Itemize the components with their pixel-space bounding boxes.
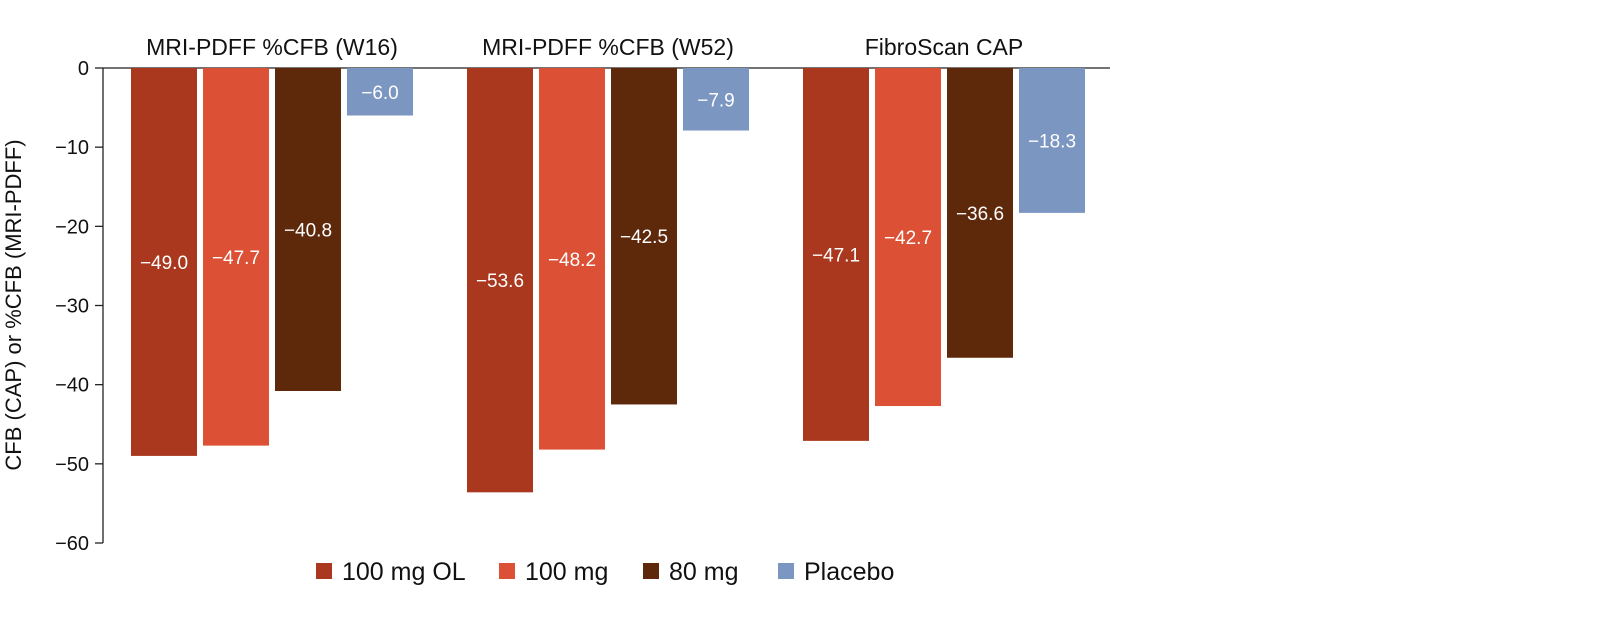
y-tick-label: −40 <box>55 375 89 397</box>
bar-100-mg <box>539 68 605 450</box>
category-title: MRI-PDFF %CFB (W52) <box>482 34 734 60</box>
y-tick-label: −60 <box>55 533 89 555</box>
bar-value-label: −40.8 <box>284 221 332 242</box>
legend-swatch-80-mg <box>643 563 659 579</box>
y-tick-label: 0 <box>78 58 89 80</box>
bar-100-mg-ol <box>467 68 533 493</box>
bar-value-label: −42.7 <box>884 228 932 249</box>
legend-label: Placebo <box>804 558 894 586</box>
legend-label: 100 mg <box>525 558 608 586</box>
bar-value-label: −42.5 <box>620 227 668 248</box>
legend-label: 100 mg OL <box>342 558 466 586</box>
bar-placebo <box>347 68 413 116</box>
bar-80-mg <box>611 68 677 405</box>
legend-swatch-100-mg-ol <box>316 563 332 579</box>
bar-100-mg-ol <box>131 68 197 456</box>
bar-100-mg <box>875 68 941 407</box>
bar-value-label: −47.1 <box>812 245 860 266</box>
bar-placebo <box>1019 68 1085 213</box>
y-tick-label: −50 <box>55 454 89 476</box>
bar-value-label: −47.7 <box>212 248 260 269</box>
category-title: MRI-PDFF %CFB (W16) <box>146 34 398 60</box>
category-title: FibroScan CAP <box>865 34 1024 60</box>
legend-swatch-100-mg <box>499 563 515 579</box>
legend-label: 80 mg <box>669 558 738 586</box>
y-tick-label: −10 <box>55 137 89 159</box>
bar-value-label: −7.9 <box>697 90 735 111</box>
bar-100-mg <box>203 68 269 446</box>
y-axis-title: CFB (CAP) or %CFB (MRI-PDFF) <box>1 139 26 470</box>
bar-value-label: −6.0 <box>361 83 399 104</box>
y-tick-label: −20 <box>55 216 89 238</box>
y-tick-label: −30 <box>55 296 89 318</box>
bar-value-label: −36.6 <box>956 204 1004 225</box>
bar-80-mg <box>275 68 341 391</box>
bar-value-label: −49.0 <box>140 253 188 274</box>
bar-value-label: −18.3 <box>1028 131 1076 152</box>
bar-value-label: −48.2 <box>548 250 596 271</box>
bar-value-label: −53.6 <box>476 271 524 292</box>
bar-placebo <box>683 68 749 131</box>
bar-80-mg <box>947 68 1013 358</box>
legend-swatch-placebo <box>778 563 794 579</box>
bar-100-mg-ol <box>803 68 869 441</box>
